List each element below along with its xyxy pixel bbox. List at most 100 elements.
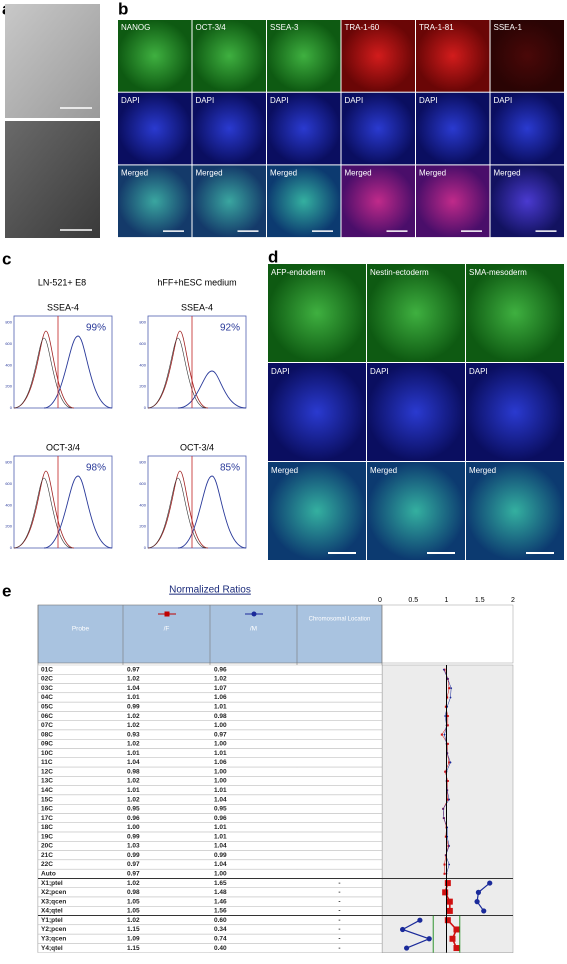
f-cell: 0.96 — [127, 815, 140, 822]
probe-cell: 05C — [41, 703, 53, 710]
probe-cell: X2;pcen — [41, 889, 66, 896]
brightfield-image — [5, 4, 100, 118]
plot-area — [381, 664, 514, 953]
y-tick-label: 200 — [139, 384, 146, 389]
y-tick-label: 800 — [139, 459, 146, 464]
y-tick-label: 0 — [10, 405, 13, 410]
y-tick-label: 200 — [139, 524, 146, 529]
m-cell: 1.04 — [214, 843, 227, 850]
image-label: TRA-1-81 — [419, 23, 454, 32]
table-row — [37, 924, 383, 935]
dapi-image — [466, 363, 564, 461]
f-cell: 1.15 — [127, 926, 140, 933]
image-label: DAPI — [494, 96, 513, 105]
table-row — [37, 692, 383, 703]
image-label: DAPI — [345, 96, 364, 105]
image-label: Nestin-ectoderm — [370, 268, 429, 277]
f-cell: 1.05 — [127, 908, 140, 915]
m-cell: 1.01 — [214, 833, 227, 840]
column-header: /M — [250, 626, 257, 633]
f-cell: 0.98 — [127, 889, 140, 896]
table-row — [37, 776, 383, 786]
probe-cell: Y3;qcen — [41, 935, 66, 942]
probe-cell: 21C — [41, 852, 53, 859]
m-cell: 1.01 — [214, 750, 227, 757]
marker-image — [267, 20, 341, 92]
probe-cell: Y4;qtel — [41, 945, 63, 952]
f-cell: 1.04 — [127, 685, 140, 692]
f-cell: 1.02 — [127, 880, 140, 887]
m-cell: 1.07 — [214, 685, 227, 692]
marker-image — [341, 20, 415, 92]
panel-label: e — [2, 581, 11, 600]
location-cell: - — [338, 945, 340, 952]
f-cell: 1.15 — [127, 945, 140, 952]
m-cell: 1.48 — [214, 889, 227, 896]
image-label: DAPI — [271, 367, 290, 376]
m-cell: 1.00 — [214, 778, 227, 785]
probe-cell: X3;qcen — [41, 898, 66, 905]
isotype-curve — [13, 477, 73, 549]
f-cell: 1.01 — [127, 694, 140, 701]
probe-cell: 07C — [41, 722, 53, 729]
y-tick-label: 600 — [139, 481, 146, 486]
column-header: /F — [164, 626, 170, 633]
table-row — [37, 711, 383, 721]
histogram-marker: OCT-3/4 — [180, 442, 214, 452]
merged-image — [268, 462, 366, 560]
image-label: OCT-3/4 — [196, 23, 227, 32]
dapi-image — [341, 92, 415, 165]
table-row — [37, 729, 383, 740]
image-label: SMA-mesoderm — [469, 268, 527, 277]
y-tick-label: 400 — [139, 502, 146, 507]
location-cell: - — [338, 935, 340, 942]
y-tick-label: 600 — [139, 341, 146, 346]
m-cell: 0.60 — [214, 917, 227, 924]
histogram-marker: SSEA-4 — [47, 302, 79, 312]
y-tick-label: 0 — [10, 545, 13, 550]
marker-image — [367, 264, 465, 362]
f-cell: 0.97 — [127, 861, 140, 868]
probe-cell: 18C — [41, 824, 53, 831]
marker-image — [118, 20, 192, 92]
dapi-image — [268, 363, 366, 461]
y-tick-label: 800 — [5, 459, 12, 464]
probe-cell: 04C — [41, 694, 53, 701]
m-cell: 0.99 — [214, 852, 227, 859]
plot-header — [381, 604, 514, 664]
column-header: Probe — [72, 626, 90, 633]
y-tick-label: 200 — [5, 384, 12, 389]
isotype-curve — [147, 470, 209, 549]
x-tick-label: 1.5 — [475, 597, 485, 604]
m-cell: 1.02 — [214, 676, 227, 683]
table-row — [37, 766, 383, 777]
m-cell: 1.00 — [214, 722, 227, 729]
m-cell: 0.95 — [214, 806, 227, 813]
image-label: Merged — [494, 169, 521, 178]
image-label: Merged — [270, 169, 297, 178]
table-row — [37, 813, 383, 823]
merged-image — [118, 165, 192, 238]
m-cell: 0.96 — [214, 815, 227, 822]
isotype-curve — [147, 330, 209, 409]
m-cell: 1.06 — [214, 759, 227, 766]
histogram-percent: 99% — [86, 323, 106, 334]
marker-image — [416, 20, 490, 92]
f-cell: 0.95 — [127, 806, 140, 813]
location-cell: - — [338, 908, 340, 915]
table-row — [37, 841, 383, 851]
marker-image — [490, 20, 564, 92]
legend-square — [164, 611, 170, 617]
m-cell: 1.06 — [214, 694, 227, 701]
location-cell: - — [338, 926, 340, 933]
m-marker — [404, 945, 410, 951]
image-label: Merged — [271, 466, 298, 475]
probe-cell: X1;ptel — [41, 880, 63, 887]
table-row — [37, 674, 383, 684]
x-tick-label: 2 — [511, 597, 515, 604]
marker-image — [192, 20, 266, 92]
panel-label: d — [268, 247, 278, 266]
image-label: Merged — [370, 466, 397, 475]
table-title: Normalized Ratios — [169, 585, 251, 596]
f-cell: 1.01 — [127, 787, 140, 794]
